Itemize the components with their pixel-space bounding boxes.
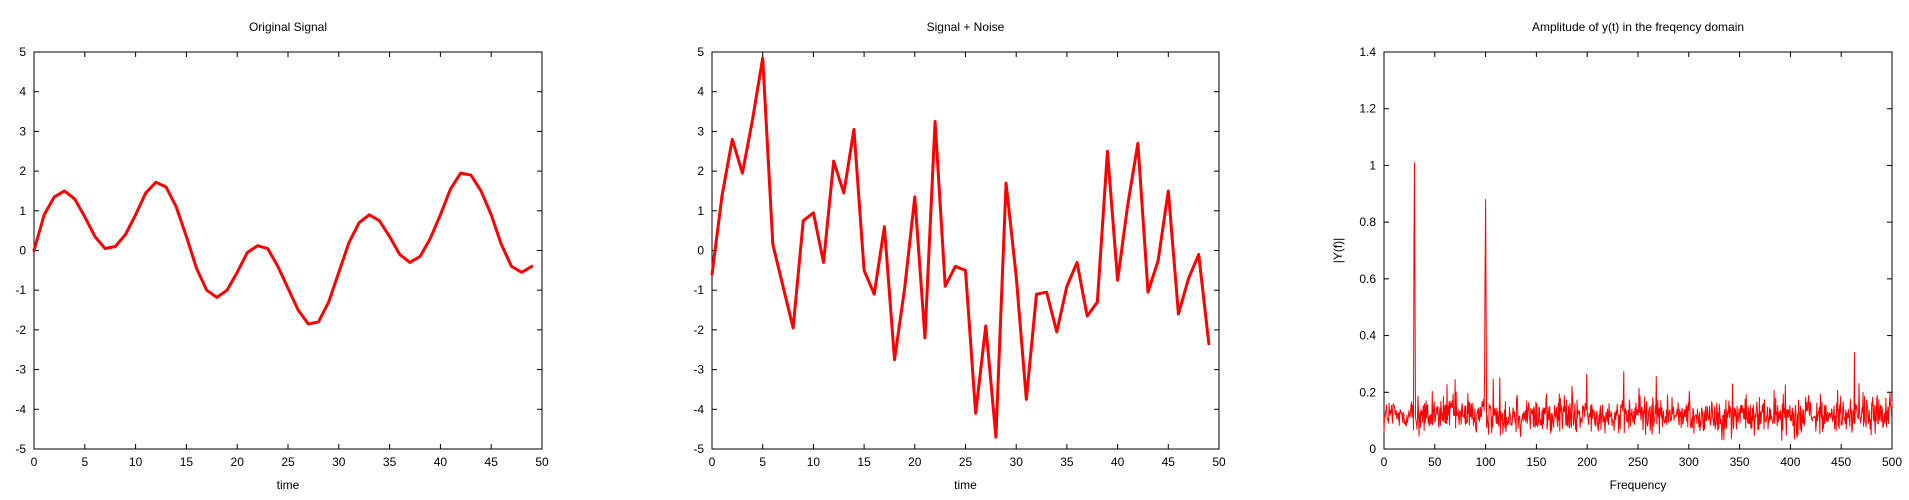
y-tick-label: 2 [19, 164, 26, 178]
x-tick-label: 350 [1730, 455, 1750, 469]
x-tick-label: 40 [1111, 455, 1125, 469]
signal-line [32, 171, 534, 326]
y-tick-label: -1 [693, 283, 704, 297]
plot-frame [1383, 51, 1893, 450]
spectrum-line [1383, 162, 1893, 441]
x-tick-label: 35 [383, 455, 397, 469]
y-tick-label: 5 [697, 45, 704, 59]
x-tick-label: 15 [180, 455, 194, 469]
y-tick-label: 5 [19, 45, 26, 59]
y-tick-label: 1.4 [1359, 45, 1376, 59]
x-tick-label: 0 [31, 455, 38, 469]
y-tick-label: 0 [697, 244, 704, 258]
y-tick-label: -4 [693, 402, 704, 416]
x-tick-label: 450 [1831, 455, 1851, 469]
x-tick-label: 40 [434, 455, 448, 469]
x-tick-label: 10 [129, 455, 143, 469]
y-tick-label: 3 [697, 124, 704, 138]
y-tick-label: 1 [19, 204, 26, 218]
x-tick-label: 250 [1628, 455, 1648, 469]
y-tick-label: -1 [15, 283, 26, 297]
chart-title: Original Signal [249, 20, 327, 34]
y-tick-label: 0.8 [1359, 215, 1376, 229]
x-tick-label: 0 [709, 455, 716, 469]
x-tick-label: 0 [1381, 455, 1388, 469]
y-tick-label: 4 [697, 85, 704, 99]
y-tick-label: -5 [15, 442, 26, 456]
y-tick-label: -2 [693, 323, 704, 337]
x-tick-label: 5 [81, 455, 88, 469]
plot-frame [711, 51, 1220, 450]
x-tick-label: 25 [281, 455, 295, 469]
y-tick-label: 0.6 [1359, 272, 1376, 286]
x-tick-label: 35 [1060, 455, 1074, 469]
x-tick-label: 400 [1780, 455, 1800, 469]
x-tick-label: 150 [1526, 455, 1546, 469]
x-tick-label: 25 [959, 455, 973, 469]
x-tick-label: 500 [1882, 455, 1902, 469]
x-tick-label: 30 [332, 455, 346, 469]
x-tick-label: 5 [759, 455, 766, 469]
y-tick-label: 0 [1369, 442, 1376, 456]
y-tick-label: -2 [15, 323, 26, 337]
plot-frame [33, 51, 543, 450]
y-tick-label: -4 [15, 402, 26, 416]
x-axis-label: time [954, 478, 977, 492]
x-tick-label: 20 [231, 455, 245, 469]
x-axis-label: time [277, 478, 300, 492]
x-tick-label: 45 [485, 455, 499, 469]
x-tick-label: 45 [1162, 455, 1176, 469]
y-tick-label: 0.4 [1359, 329, 1376, 343]
chart-3: Amplitude of y(t) in the freqency domain… [1331, 20, 1902, 492]
y-tick-label: -3 [15, 363, 26, 377]
x-tick-label: 15 [857, 455, 871, 469]
x-tick-label: 100 [1476, 455, 1496, 469]
y-tick-label: -3 [693, 363, 704, 377]
y-tick-label: 1 [697, 204, 704, 218]
y-tick-label: 3 [19, 124, 26, 138]
x-axis-label: Frequency [1610, 478, 1667, 492]
x-tick-label: 50 [535, 455, 549, 469]
x-tick-label: 30 [1010, 455, 1024, 469]
y-axis-label: |Y(f)| [1331, 238, 1345, 264]
y-tick-label: 1 [1369, 158, 1376, 172]
x-tick-label: 200 [1577, 455, 1597, 469]
chart-title: Amplitude of y(t) in the freqency domain [1532, 20, 1744, 34]
y-tick-label: 2 [697, 164, 704, 178]
x-tick-label: 300 [1679, 455, 1699, 469]
x-tick-label: 50 [1212, 455, 1226, 469]
x-tick-label: 20 [908, 455, 922, 469]
y-tick-label: 1.2 [1359, 102, 1376, 116]
y-tick-label: -5 [693, 442, 704, 456]
x-tick-label: 10 [807, 455, 821, 469]
y-tick-label: 0 [19, 244, 26, 258]
y-tick-label: 4 [19, 85, 26, 99]
y-tick-label: 0.2 [1359, 385, 1376, 399]
chart-title: Signal + Noise [927, 20, 1005, 34]
signal-line [710, 56, 1211, 439]
x-tick-label: 50 [1428, 455, 1442, 469]
